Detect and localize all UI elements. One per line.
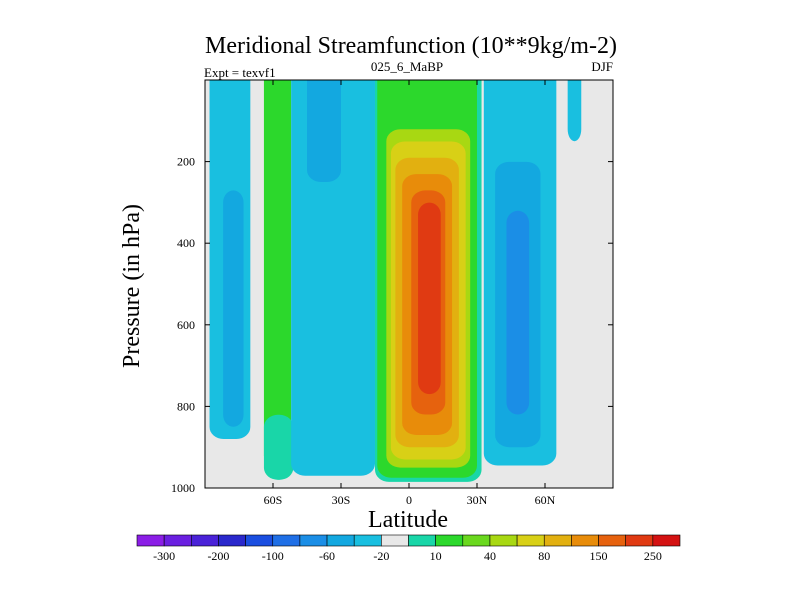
colorbar-label: -200 [207,549,229,563]
experiment-label: Expt = texvf1 [204,65,276,80]
colorbar-label: 40 [484,549,496,563]
region-sh-outer-cell-core [223,190,244,427]
colorbar-label: 250 [644,549,662,563]
colorbar-swatch [191,534,219,547]
colorbar [136,534,681,547]
colorbar-label: -20 [373,549,389,563]
colorbar-swatch [218,534,246,547]
colorbar-swatch [598,534,626,547]
region-sh-ferrel-cell [263,80,292,468]
season-label: DJF [591,59,613,74]
colorbar-swatch [381,534,409,547]
region-sh-mid-core [307,80,341,182]
colorbar-swatch [462,534,491,547]
y-tick-label: 800 [177,399,195,413]
y-tick-label: 600 [177,318,195,332]
y-tick-label: 1000 [171,481,195,495]
y-axis-label: Pressure (in hPa) [119,204,145,368]
colorbar-label: 150 [590,549,608,563]
region-sh-ferrel-edge [263,414,294,480]
x-axis: 60S 30S 0 30N 60N [264,80,556,507]
colorbar-swatch [489,534,518,547]
colorbar-swatch [625,534,654,547]
region-nh-polar-strip [567,80,582,142]
colorbar-swatch [408,534,436,547]
x-tick-label: 30N [467,493,488,507]
colorbar-label: -300 [153,549,175,563]
y-axis: 200 400 600 800 1000 [171,155,613,495]
colorbar-swatch [245,534,274,547]
colorbar-swatch [299,534,328,547]
x-tick-label: 60S [264,493,283,507]
subtitle-label: 025_6_MaBP [371,59,443,74]
colorbar-swatch [543,534,572,547]
colorbar-swatch [326,534,355,547]
region-nh-ferrel-inner [506,210,530,415]
colorbar-swatch [136,534,165,547]
colorbar-label: 80 [538,549,550,563]
colorbar-label: -60 [319,549,335,563]
x-tick-label: 60N [535,493,556,507]
colorbar-swatch [353,534,382,547]
colorbar-swatch [571,534,599,547]
colorbar-swatch [163,534,192,547]
region-hadley-cell-core [418,202,441,395]
x-axis-label: Latitude [368,507,448,533]
y-tick-label: 400 [177,236,195,250]
colorbar-labels: -300 -200 -100 -60 -20 10 40 80 150 250 [153,549,662,563]
colorbar-swatch [272,534,301,547]
colorbar-label: -100 [262,549,284,563]
x-tick-label: 0 [406,493,412,507]
contour-regions [209,80,582,482]
y-tick-label: 200 [177,155,195,169]
colorbar-swatch [516,534,545,547]
colorbar-label: 10 [430,549,442,563]
colorbar-swatch [652,534,681,547]
x-tick-label: 30S [332,493,351,507]
colorbar-swatch [435,534,464,547]
chart-title: Meridional Streamfunction (10**9kg/m-2) [205,33,617,59]
